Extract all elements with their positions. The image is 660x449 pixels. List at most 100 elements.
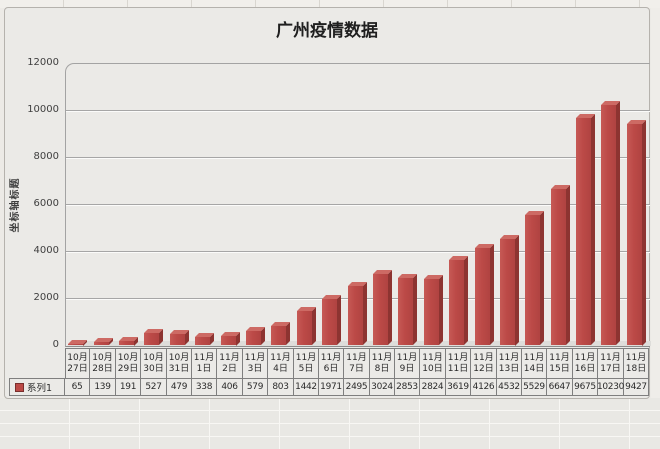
- date-cell: 11月 13日: [497, 348, 522, 379]
- date-cell: 10月 30日: [141, 348, 167, 379]
- date-cell: 11月 1日: [192, 348, 217, 379]
- bar[interactable]: [423, 274, 444, 345]
- bar-front: [68, 343, 84, 345]
- bar[interactable]: [296, 307, 317, 345]
- bar-front: [449, 260, 465, 345]
- legend-cell: 系列1: [9, 378, 65, 396]
- bar-front: [499, 238, 515, 345]
- bar[interactable]: [550, 184, 571, 345]
- bar-side: [540, 211, 545, 345]
- date-cell: 11月 17日: [598, 348, 624, 379]
- bar[interactable]: [195, 333, 215, 345]
- bar[interactable]: [245, 327, 266, 345]
- bar-side: [514, 234, 519, 345]
- date-cell: 11月 5日: [294, 348, 319, 379]
- value-cell: 4532: [497, 379, 522, 396]
- value-cell: 2853: [395, 379, 420, 396]
- worksheet-cells-top[interactable]: [0, 0, 660, 8]
- value-cell: 4126: [471, 379, 497, 396]
- value-cell: 6647: [547, 379, 573, 396]
- bar-side: [489, 244, 494, 345]
- chart-title[interactable]: 广州疫情数据: [276, 21, 378, 41]
- date-cell: 10月 31日: [167, 348, 192, 379]
- bar[interactable]: [626, 119, 647, 345]
- value-cell: 1442: [294, 379, 319, 396]
- date-cell: 11月 4日: [268, 348, 294, 379]
- bar[interactable]: [169, 329, 190, 345]
- y-tick-label: 0: [52, 339, 59, 350]
- date-cell: 11月 14日: [522, 348, 547, 379]
- date-cell: 11月 2日: [217, 348, 243, 379]
- bar[interactable]: [68, 339, 88, 345]
- bar-front: [576, 117, 591, 345]
- bar-side: [362, 282, 367, 345]
- bar-front: [347, 286, 363, 345]
- bar-side: [337, 294, 342, 345]
- bar-side: [616, 100, 621, 345]
- bar-top: [626, 119, 646, 124]
- value-cell: 803: [268, 379, 294, 396]
- series-color-marker: [15, 382, 24, 392]
- bar[interactable]: [372, 269, 393, 345]
- bar-side: [387, 269, 392, 345]
- y-tick-label: 12000: [27, 57, 59, 68]
- y-tick-label: 8000: [33, 151, 59, 162]
- bar-front: [195, 337, 211, 345]
- date-cell: 11月 8日: [370, 348, 395, 379]
- date-cell: 11月 9日: [395, 348, 420, 379]
- value-cell: 9427: [624, 379, 649, 396]
- bar[interactable]: [601, 100, 621, 345]
- bar-top: [93, 337, 113, 342]
- bar[interactable]: [144, 328, 164, 345]
- bar[interactable]: [398, 274, 418, 345]
- bar-front: [626, 123, 642, 345]
- bar-front: [423, 278, 439, 345]
- chart-object[interactable]: 广州疫情数据 坐标轴标题 0 2000 4000 6000 8000 10000 12000…: [4, 7, 651, 399]
- bar-front: [474, 248, 490, 345]
- bar-top: [499, 234, 519, 239]
- bar-top: [220, 331, 240, 336]
- bar-side: [413, 274, 418, 345]
- bar-side: [591, 113, 595, 345]
- bar[interactable]: [525, 211, 545, 345]
- bar[interactable]: [93, 337, 114, 345]
- y-tick-label: 10000: [27, 104, 59, 115]
- value-cell: 3024: [370, 379, 395, 396]
- bar[interactable]: [347, 282, 368, 345]
- bar-side: [438, 274, 443, 345]
- gridline: [66, 204, 650, 206]
- gridline: [66, 157, 650, 159]
- worksheet-cells-right[interactable]: [651, 8, 660, 398]
- bar[interactable]: [271, 322, 291, 345]
- value-cell: 1971: [319, 379, 344, 396]
- worksheet-cells-bottom[interactable]: [0, 398, 660, 449]
- bar[interactable]: [576, 113, 596, 345]
- bar-side: [286, 322, 291, 345]
- bar[interactable]: [449, 256, 469, 345]
- value-cell: 579: [243, 379, 268, 396]
- value-cell: 65: [65, 379, 90, 396]
- bar-front: [398, 278, 414, 345]
- date-cell: 11月 10日: [420, 348, 446, 379]
- gridline: [66, 251, 650, 253]
- bar[interactable]: [474, 244, 495, 345]
- bar[interactable]: [499, 234, 520, 345]
- value-cell: 139: [90, 379, 116, 396]
- bar[interactable]: [220, 331, 241, 345]
- bar-front: [601, 104, 617, 345]
- value-cell: 527: [141, 379, 167, 396]
- bar-front: [93, 341, 109, 345]
- date-cell: 11月 11日: [446, 348, 471, 379]
- bar-side: [311, 307, 316, 345]
- date-cell: 11月 15日: [547, 348, 573, 379]
- value-cell: 2824: [420, 379, 446, 396]
- bar-front: [550, 188, 566, 345]
- bar-front: [296, 311, 312, 345]
- bar-top: [423, 274, 443, 279]
- legend-label: 系列1: [27, 383, 53, 394]
- bar[interactable]: [119, 336, 139, 345]
- y-tick-label: 4000: [33, 245, 59, 256]
- bar-side: [641, 119, 646, 345]
- bar[interactable]: [322, 294, 342, 345]
